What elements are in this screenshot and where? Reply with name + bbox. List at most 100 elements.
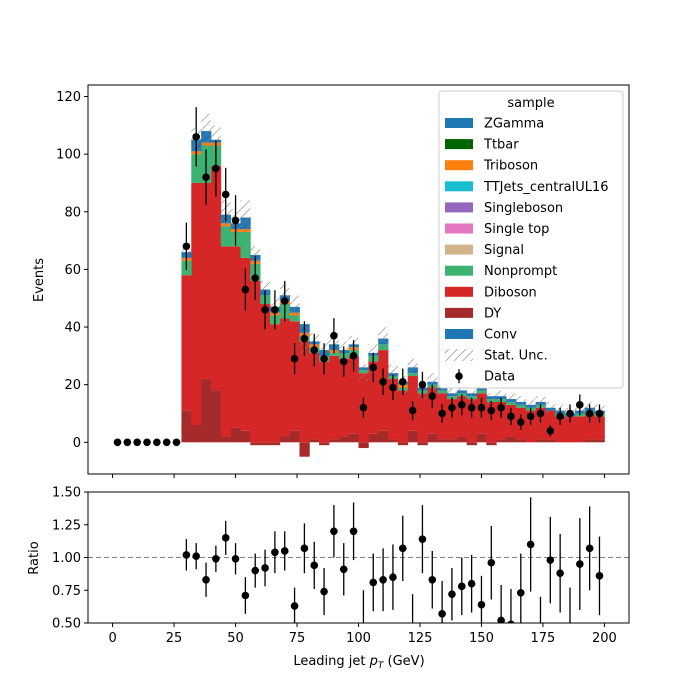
legend-swatch-conv bbox=[445, 329, 473, 339]
data-point bbox=[566, 409, 574, 418]
data-point bbox=[290, 354, 299, 363]
data-point bbox=[487, 406, 496, 415]
ratio-point bbox=[507, 620, 515, 623]
bar-dy bbox=[201, 378, 212, 443]
bar-diboson bbox=[466, 399, 477, 443]
ratio-x-tick-label: 100 bbox=[346, 631, 371, 646]
data-point bbox=[261, 305, 269, 314]
ratio-point bbox=[330, 527, 338, 536]
bar-dy bbox=[486, 442, 497, 446]
bar-diboson bbox=[584, 413, 595, 440]
bar-dy bbox=[506, 436, 517, 443]
data-point bbox=[438, 409, 446, 418]
stat-unc-box bbox=[358, 364, 369, 382]
ratio-x-tick-label: 75 bbox=[289, 631, 306, 646]
bar-dy bbox=[545, 439, 556, 443]
bar-dy bbox=[476, 433, 487, 443]
bar-nonprompt bbox=[220, 226, 232, 247]
data-point bbox=[497, 403, 505, 412]
bar-dy bbox=[368, 433, 379, 443]
stat-unc-box bbox=[407, 358, 418, 377]
legend-label-triboson: Triboson bbox=[483, 159, 538, 174]
data-point bbox=[241, 285, 250, 294]
data-point bbox=[182, 242, 191, 251]
data-point bbox=[202, 173, 210, 182]
ratio-y-tick-label: 1.50 bbox=[52, 486, 81, 501]
data-point bbox=[231, 216, 240, 225]
ratio-axes: 0.50 0.75 1.00 1.25 1.50 0 25 50 75 100 125 150 175 2… bbox=[52, 486, 617, 647]
ratio-point bbox=[566, 626, 574, 634]
stat-unc-box bbox=[515, 396, 526, 408]
data-point bbox=[192, 133, 200, 141]
bar-dy bbox=[407, 430, 418, 443]
bar-diboson bbox=[269, 324, 281, 443]
legend-swatch-zgamma bbox=[445, 118, 473, 128]
bar-diboson bbox=[230, 246, 241, 428]
legend-label-single-top: Single top bbox=[484, 222, 549, 237]
bar-dy bbox=[496, 439, 507, 443]
legend-swatch-ttbar bbox=[445, 139, 473, 150]
legend-frame bbox=[438, 90, 624, 389]
ratio-x-tick-label: 0 bbox=[108, 631, 116, 646]
ratio-point bbox=[389, 573, 397, 581]
data-point bbox=[477, 403, 486, 412]
bar-dy bbox=[279, 436, 291, 443]
bar-dy bbox=[260, 442, 271, 446]
legend-label-nonprompt: Nonprompt bbox=[484, 264, 557, 279]
bar-diboson bbox=[388, 378, 399, 440]
data-point bbox=[271, 305, 279, 314]
bar-dy bbox=[378, 430, 389, 443]
bar-dy bbox=[584, 439, 595, 443]
ratio-point bbox=[320, 587, 328, 596]
ratio-point bbox=[251, 566, 260, 575]
ratio-y-axis-label: Ratio bbox=[27, 541, 42, 574]
main-y-tick-label: 80 bbox=[64, 205, 81, 220]
bar-diboson bbox=[181, 275, 192, 411]
data-point bbox=[212, 164, 220, 173]
ratio-y-tick-label: 1.00 bbox=[52, 551, 81, 566]
legend-label-stat-unc-: Stat. Unc. bbox=[484, 349, 548, 364]
x-axis-label-unit: (GeV) bbox=[383, 654, 424, 669]
ratio-y-tick-label: 1.25 bbox=[52, 518, 81, 533]
main-y-axis-label: Events bbox=[32, 258, 47, 302]
data-points bbox=[113, 107, 604, 447]
data-point bbox=[428, 392, 437, 401]
ratio-y-tick-label: 0.50 bbox=[52, 617, 81, 632]
data-point bbox=[517, 418, 525, 426]
ratio-points bbox=[182, 497, 604, 634]
ratio-point bbox=[556, 569, 564, 578]
data-point bbox=[320, 354, 328, 363]
ratio-point bbox=[379, 575, 387, 584]
legend-swatch-singleboson bbox=[445, 202, 473, 213]
bar-diboson bbox=[279, 318, 291, 437]
legend-label-zgamma: ZGamma bbox=[484, 117, 544, 132]
ratio-point bbox=[231, 555, 240, 563]
legend-label-dy: DY bbox=[484, 306, 501, 321]
data-point bbox=[153, 438, 161, 447]
ratio-x-tick-label: 125 bbox=[408, 631, 433, 646]
bar-diboson bbox=[447, 399, 458, 440]
main-y-tick-label: 20 bbox=[64, 378, 81, 393]
bar-diboson bbox=[348, 355, 359, 434]
bar-dy bbox=[338, 436, 350, 443]
data-point bbox=[546, 426, 555, 435]
legend: sample ZGamma Ttbar Triboson TTJets_central… bbox=[438, 90, 624, 389]
legend-swatch-data bbox=[455, 372, 463, 381]
bar-dy bbox=[456, 436, 468, 443]
data-point bbox=[300, 334, 309, 343]
main-y-tick-label: 40 bbox=[64, 321, 81, 336]
bar-nonprompt bbox=[240, 231, 251, 258]
bar-dy bbox=[348, 433, 359, 443]
ratio-point bbox=[339, 565, 348, 574]
ratio-x-tick-label: 200 bbox=[592, 631, 617, 646]
x-axis-label-sub: T bbox=[378, 661, 385, 671]
bar-dy bbox=[191, 425, 202, 443]
stat-unc-box bbox=[378, 327, 389, 351]
ratio-plot-frame bbox=[87, 491, 630, 624]
data-point bbox=[221, 190, 230, 199]
legend-swatch-stat-unc- bbox=[445, 349, 473, 362]
legend-swatch-signal bbox=[445, 244, 473, 255]
data-point bbox=[379, 377, 387, 386]
bar-dy bbox=[240, 430, 251, 443]
bar-dy bbox=[417, 442, 428, 446]
